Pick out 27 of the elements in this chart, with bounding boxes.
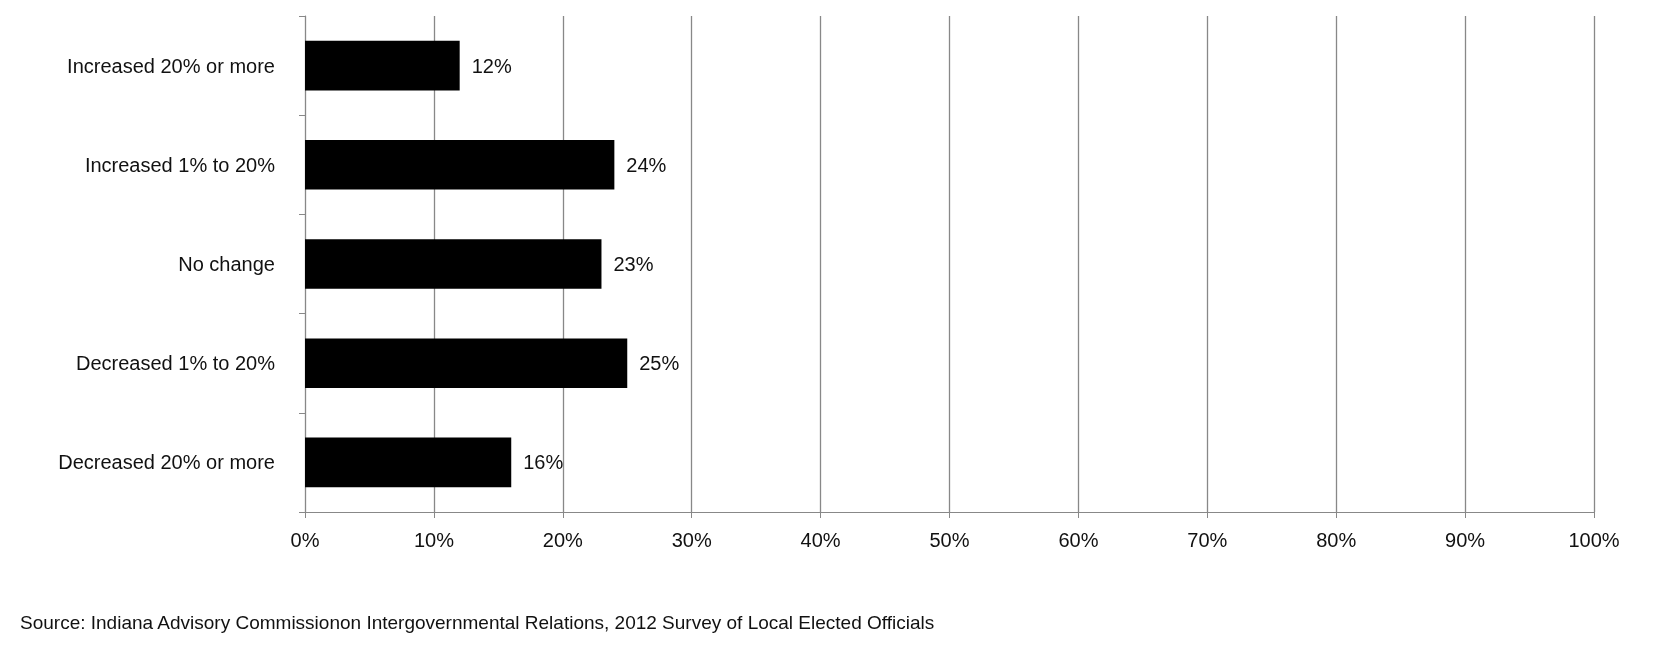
- data-label: 16%: [523, 451, 564, 474]
- data-label: 12%: [471, 54, 512, 77]
- y-tick-label: Decreased 1% to 20%: [75, 352, 276, 375]
- x-tick-label: 20%: [542, 529, 584, 551]
- bar: [305, 239, 602, 289]
- bar: [305, 140, 615, 190]
- x-tick-label: 80%: [1316, 529, 1357, 551]
- bar: [305, 338, 628, 388]
- x-tick-label: 50%: [929, 529, 970, 551]
- data-label: 25%: [639, 352, 680, 375]
- bar: [305, 437, 512, 488]
- x-tick-label: 90%: [1445, 529, 1486, 551]
- x-tick-label: 10%: [413, 529, 455, 551]
- x-tick-label: 30%: [671, 529, 712, 551]
- x-tick-label: 70%: [1187, 529, 1228, 551]
- y-tick-label: Increased 1% to 20%: [84, 153, 276, 176]
- x-tick-label: 40%: [800, 529, 841, 551]
- x-tick-label: 60%: [1058, 529, 1099, 551]
- y-tick-label: No change: [178, 253, 275, 275]
- data-label: 24%: [626, 153, 667, 176]
- x-tick-label: 0%: [290, 529, 320, 551]
- bar: [305, 40, 460, 91]
- source-note: Source: Indiana Advisory Commissionon Intergovernmental Relations, 2012 Survey of Local Elected Officials: [20, 612, 935, 633]
- y-tick-label: Decreased 20% or more: [58, 451, 275, 474]
- data-label: 23%: [613, 253, 654, 275]
- y-tick-label: Increased 20% or more: [67, 54, 275, 77]
- x-tick-label: 100%: [1568, 529, 1620, 551]
